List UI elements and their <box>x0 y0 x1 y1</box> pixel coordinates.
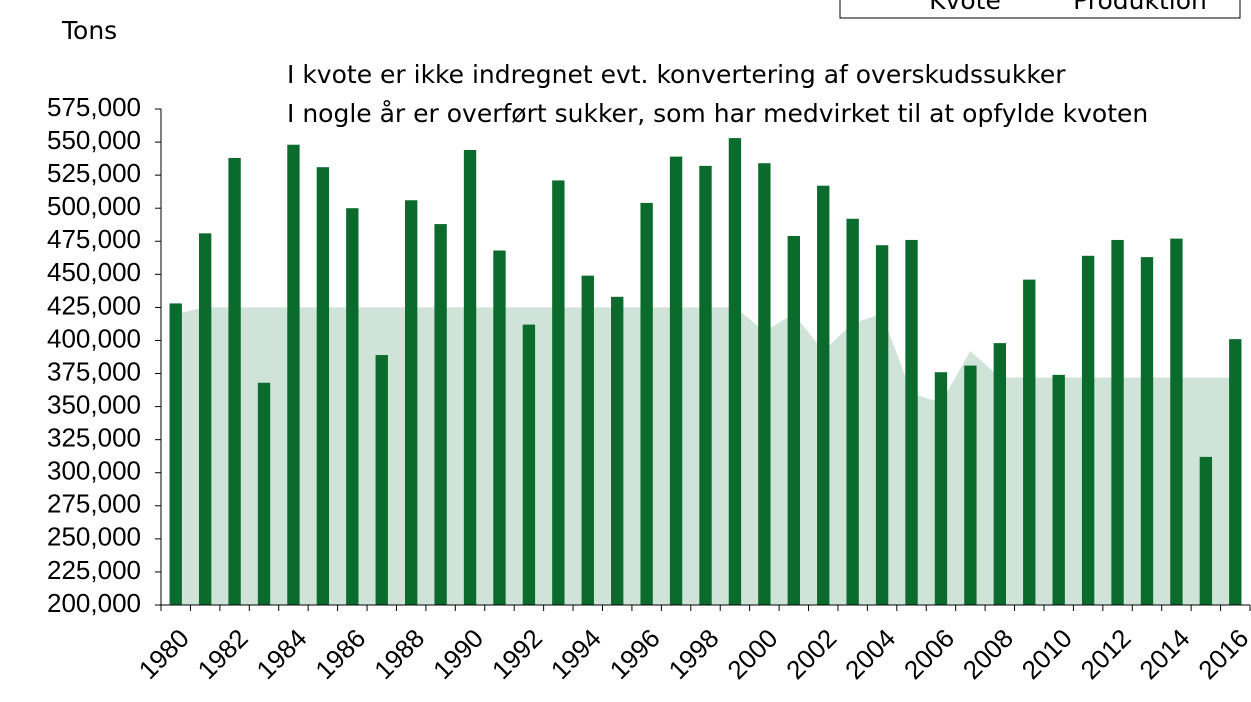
bar <box>728 138 742 605</box>
bar <box>228 157 241 605</box>
bar <box>758 163 771 605</box>
bar <box>552 180 565 605</box>
bar <box>434 224 447 605</box>
annotation: I nogle år er overført sukker, som har m… <box>287 99 1148 128</box>
legend-box <box>839 0 1241 19</box>
bar <box>198 233 212 605</box>
y-tick-label: 575,000 <box>47 92 141 122</box>
x-tick-label: 1990 <box>427 623 489 685</box>
bar <box>522 324 536 605</box>
y-tick-label: 325,000 <box>47 423 141 453</box>
x-tick-label: 2010 <box>1016 623 1078 685</box>
y-tick-label: 500,000 <box>47 191 141 221</box>
x-tick-label: 1992 <box>486 623 548 685</box>
bar <box>875 245 889 605</box>
bar <box>1140 257 1154 605</box>
bar <box>316 167 330 605</box>
bar <box>1023 279 1036 605</box>
bar <box>493 250 506 605</box>
x-tick-label: 2004 <box>839 623 901 685</box>
x-tick-label: 2014 <box>1133 623 1195 685</box>
y-tick-label: 475,000 <box>47 224 141 254</box>
bar <box>346 208 359 605</box>
y-tick-label: 375,000 <box>47 356 141 386</box>
bar <box>1170 238 1183 605</box>
bar <box>1199 456 1213 605</box>
x-tick-label: 1980 <box>133 623 195 685</box>
bar <box>581 275 594 605</box>
bar <box>1229 339 1242 605</box>
bar <box>287 144 300 605</box>
bar <box>640 202 653 605</box>
y-tick-label: 525,000 <box>47 158 141 188</box>
bar <box>611 296 624 605</box>
y-tick-label: 250,000 <box>47 522 141 552</box>
bar <box>934 372 948 605</box>
y-axis-label: Tons <box>61 16 117 45</box>
bar <box>1081 255 1095 606</box>
x-tick-label: 1988 <box>368 623 430 685</box>
bar <box>993 343 1007 605</box>
bar <box>787 235 800 605</box>
x-tick-label: 1984 <box>250 623 312 685</box>
bar <box>669 156 683 605</box>
legend-label: Kvote <box>929 0 1001 15</box>
bar <box>375 355 388 605</box>
y-tick-label: 350,000 <box>47 389 141 419</box>
y-tick-label: 425,000 <box>47 290 141 320</box>
bar <box>463 150 477 605</box>
y-tick-label: 400,000 <box>47 323 141 353</box>
x-tick-label: 2000 <box>721 623 783 685</box>
x-tick-label: 2012 <box>1075 623 1137 685</box>
y-tick-label: 550,000 <box>47 125 141 155</box>
bar <box>846 218 859 606</box>
bar <box>404 200 418 605</box>
x-tick-label: 2008 <box>957 623 1019 685</box>
legend-label: Produktion <box>1073 0 1207 15</box>
x-tick-label: 2002 <box>780 623 842 685</box>
y-tick-label: 300,000 <box>47 456 141 486</box>
x-tick-label: 1994 <box>545 623 607 685</box>
bar <box>257 382 271 605</box>
annotation: I kvote er ikke indregnet evt. konverter… <box>287 60 1066 89</box>
y-tick-label: 225,000 <box>47 555 141 585</box>
y-tick-label: 450,000 <box>47 257 141 287</box>
bar <box>905 239 918 605</box>
bar <box>1052 374 1065 605</box>
y-tick-label: 200,000 <box>47 588 141 618</box>
x-tick-label: 1996 <box>604 623 666 685</box>
bar <box>964 365 977 605</box>
x-tick-label: 2016 <box>1192 623 1251 685</box>
bar <box>169 303 182 605</box>
x-tick-label: 1998 <box>662 623 724 685</box>
bar <box>699 165 712 605</box>
x-tick-label: 1986 <box>309 623 371 685</box>
bar <box>1111 239 1124 605</box>
x-tick-label: 1982 <box>192 623 254 685</box>
x-tick-label: 2006 <box>898 623 960 685</box>
bar <box>817 185 830 605</box>
y-tick-label: 275,000 <box>47 489 141 519</box>
